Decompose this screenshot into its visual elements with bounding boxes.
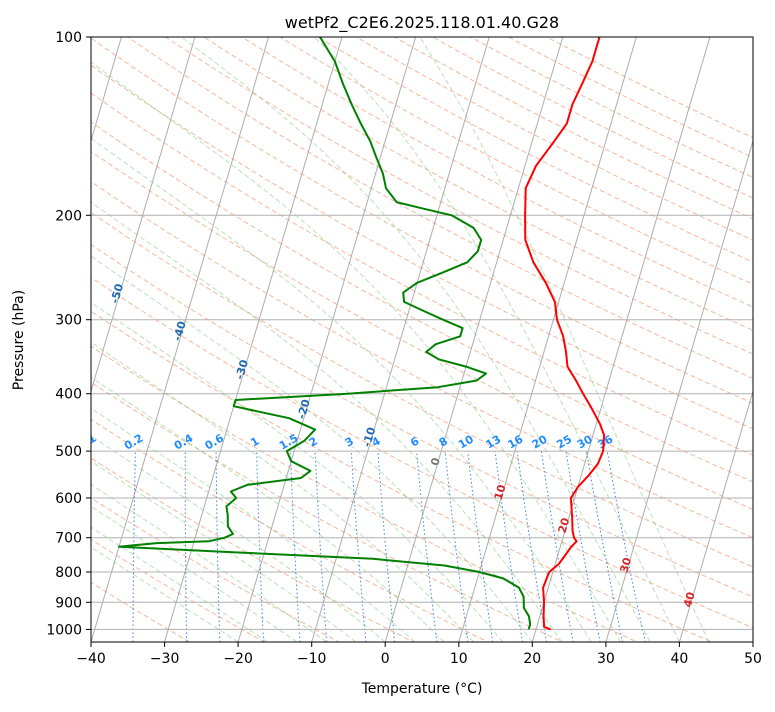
y-tick-label: 700 [55, 531, 82, 547]
chart-title: wetPf2_C2E6.2025.118.01.40.G28 [285, 13, 559, 33]
x-tick-label: 30 [597, 651, 615, 667]
y-tick-label: 800 [55, 565, 82, 581]
y-tick-label: 1000 [46, 622, 82, 638]
y-tick-label: 600 [55, 491, 82, 507]
x-tick-label: −10 [297, 651, 327, 667]
x-tick-label: 40 [670, 651, 688, 667]
x-tick-label: 0 [381, 651, 390, 667]
x-tick-label: −30 [150, 651, 180, 667]
y-tick-label: 100 [55, 30, 82, 46]
x-tick-label: 50 [744, 651, 762, 667]
x-tick-label: 20 [523, 651, 541, 667]
y-tick-label: 200 [55, 208, 82, 224]
x-tick-label: −40 [76, 651, 106, 667]
y-axis-label: Pressure (hPa) [11, 290, 27, 390]
x-tick-label: −20 [223, 651, 253, 667]
y-tick-label: 500 [55, 444, 82, 460]
x-axis-label: Temperature (°C) [361, 681, 483, 697]
y-tick-label: 900 [55, 595, 82, 611]
y-tick-label: 300 [55, 313, 82, 329]
y-tick-label: 400 [55, 387, 82, 403]
x-tick-label: 10 [450, 651, 468, 667]
